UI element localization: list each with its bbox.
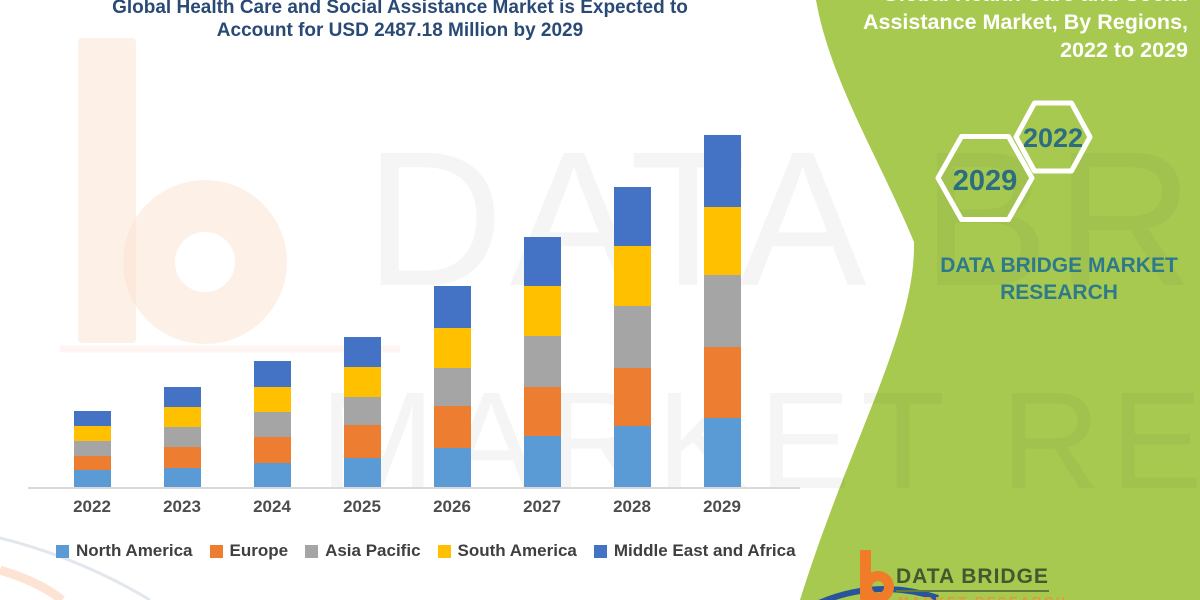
footer-brand-subtitle: MARKET RESEARCH	[898, 594, 1068, 600]
x-axis-line	[28, 487, 800, 489]
legend-swatch-icon	[209, 544, 223, 558]
legend-label: Asia Pacific	[325, 541, 421, 560]
legend-label: North America	[76, 541, 193, 560]
legend-swatch-icon	[56, 544, 69, 558]
hexagon-2022-outline-icon	[1013, 100, 1093, 174]
panel-heading: Global Health Care and Social Assistance…	[858, 0, 1188, 64]
legend-swatch-icon	[305, 544, 319, 558]
legend-item-middle-east-and-africa: Middle East and Africa	[593, 541, 796, 561]
legend-item-europe: Europe	[209, 541, 289, 561]
legend-item-north-america: North America	[56, 541, 193, 561]
legend-label: Middle East and Africa	[613, 541, 796, 560]
tagline-line2: RESEARCH	[1000, 281, 1118, 304]
data-bridge-logo-icon	[818, 550, 939, 600]
legend-swatch-icon	[593, 544, 607, 558]
hexagon-badges: 2022 2029	[935, 100, 1093, 222]
footer-brand-name: DATA BRIDGE	[896, 565, 1049, 592]
legend-item-asia-pacific: Asia Pacific	[305, 541, 421, 561]
legend-label: South America	[457, 541, 577, 560]
panel-heading-line2: Assistance Market, By Regions,	[862, 10, 1188, 34]
hexagon-2029-label: 2029	[953, 165, 1018, 197]
legend-label: Europe	[229, 541, 289, 560]
hexagon-2029-outline-icon	[935, 134, 1035, 222]
panel-heading-line1: Global Health Care and Social	[858, 0, 1188, 8]
tagline-line1: DATA BRIDGE MARKET	[940, 254, 1178, 277]
legend-item-south-america: South America	[437, 541, 577, 561]
panel-heading-line3: 2022 to 2029	[1060, 38, 1188, 62]
chart-legend: North America Europe Asia Pacific South Ame…	[56, 541, 796, 561]
hexagon-2022-label: 2022	[1023, 123, 1083, 153]
chart-title-line1: Global Health Care and Social Assistance…	[112, 0, 688, 18]
chart-title: Global Health Care and Social Assistance…	[70, 0, 730, 42]
legend-swatch-icon	[437, 544, 451, 558]
company-tagline: DATA BRIDGE MARKET RESEARCH	[938, 252, 1180, 306]
chart-title-line2: Account for USD 2487.18 Million by 2029	[216, 20, 584, 41]
